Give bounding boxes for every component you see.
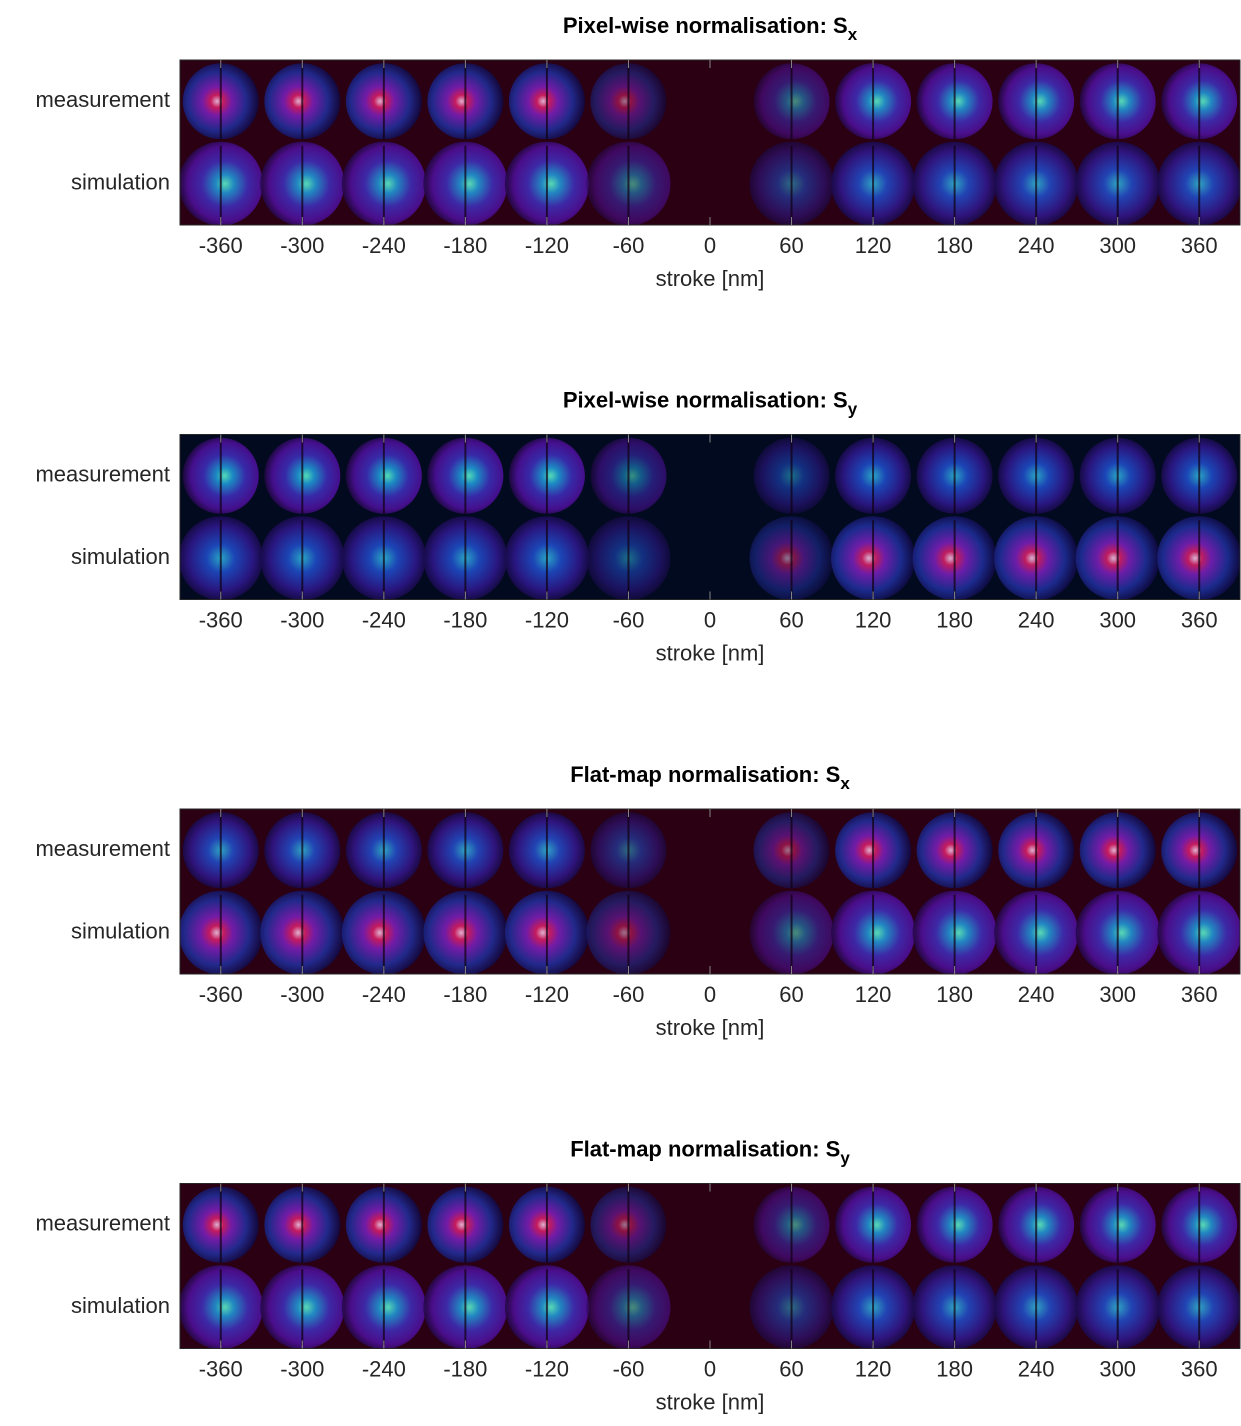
panel-title: Flat-map normalisation: Sy <box>570 1136 850 1168</box>
x-axis-label: stroke [nm] <box>656 1389 765 1414</box>
x-tick-label: 360 <box>1181 982 1218 1007</box>
x-tick-label: 180 <box>936 233 973 258</box>
x-tick-label: -240 <box>362 1356 406 1381</box>
y-tick-label: simulation <box>71 1293 170 1318</box>
x-tick-label: 60 <box>779 1356 803 1381</box>
x-tick-label: -60 <box>613 607 645 632</box>
title-text: Pixel-wise normalisation: S <box>563 13 848 38</box>
x-tick-label: 300 <box>1099 982 1136 1007</box>
title-subscript: x <box>840 774 850 793</box>
title-subscript: y <box>840 1149 850 1168</box>
x-tick-label: -180 <box>443 982 487 1007</box>
title-text: Flat-map normalisation: S <box>570 762 840 787</box>
x-tick-label: -240 <box>362 982 406 1007</box>
x-tick-label: -300 <box>280 982 324 1007</box>
x-tick-label: -300 <box>280 1356 324 1381</box>
x-tick-label: -60 <box>613 982 645 1007</box>
x-tick-label: 180 <box>936 982 973 1007</box>
x-tick-label: -360 <box>199 982 243 1007</box>
y-tick-label: simulation <box>71 544 170 569</box>
y-tick-label: measurement <box>35 462 170 487</box>
x-tick-label: -240 <box>362 233 406 258</box>
x-tick-label: -300 <box>280 233 324 258</box>
y-tick-label: measurement <box>35 1211 170 1236</box>
x-tick-label: 120 <box>855 1356 892 1381</box>
title-text: Flat-map normalisation: S <box>570 1136 840 1161</box>
x-tick-label: -120 <box>525 607 569 632</box>
x-tick-label: -300 <box>280 607 324 632</box>
x-tick-label: 240 <box>1018 607 1055 632</box>
x-tick-label: 300 <box>1099 607 1136 632</box>
x-tick-label: -360 <box>199 233 243 258</box>
title-text: Pixel-wise normalisation: S <box>563 387 848 412</box>
x-tick-label: 120 <box>855 607 892 632</box>
panel-title: Pixel-wise normalisation: Sy <box>563 387 858 419</box>
x-tick-label: 240 <box>1018 233 1055 258</box>
x-tick-label: 60 <box>779 982 803 1007</box>
title-subscript: y <box>848 400 858 419</box>
figure: Pixel-wise normalisation: Sx-360-300-240… <box>0 0 1241 1426</box>
x-tick-label: 120 <box>855 233 892 258</box>
x-tick-label: -360 <box>199 607 243 632</box>
x-tick-label: 60 <box>779 233 803 258</box>
x-tick-label: -60 <box>613 1356 645 1381</box>
x-tick-label: -120 <box>525 982 569 1007</box>
x-tick-label: 300 <box>1099 233 1136 258</box>
x-tick-label: -240 <box>362 607 406 632</box>
x-tick-label: 360 <box>1181 607 1218 632</box>
x-tick-label: 120 <box>855 982 892 1007</box>
x-tick-label: 240 <box>1018 982 1055 1007</box>
x-tick-label: 60 <box>779 607 803 632</box>
x-tick-label: -180 <box>443 1356 487 1381</box>
x-tick-label: -120 <box>525 233 569 258</box>
x-tick-label: -120 <box>525 1356 569 1381</box>
x-tick-label: -360 <box>199 1356 243 1381</box>
y-tick-label: measurement <box>35 836 170 861</box>
x-tick-label: 0 <box>704 233 716 258</box>
x-axis-label: stroke [nm] <box>656 1015 765 1040</box>
x-tick-label: -180 <box>443 607 487 632</box>
x-tick-label: -180 <box>443 233 487 258</box>
x-tick-label: -60 <box>613 233 645 258</box>
x-tick-label: 360 <box>1181 1356 1218 1381</box>
panel-title: Pixel-wise normalisation: Sx <box>563 13 858 45</box>
x-tick-label: 240 <box>1018 1356 1055 1381</box>
title-subscript: x <box>848 25 858 44</box>
panel-title: Flat-map normalisation: Sx <box>570 762 850 794</box>
x-tick-label: 360 <box>1181 233 1218 258</box>
y-tick-label: simulation <box>71 919 170 944</box>
y-tick-label: measurement <box>35 87 170 112</box>
x-tick-label: 0 <box>704 607 716 632</box>
x-axis-label: stroke [nm] <box>656 640 765 665</box>
x-tick-label: 300 <box>1099 1356 1136 1381</box>
x-tick-label: 180 <box>936 607 973 632</box>
x-tick-label: 0 <box>704 1356 716 1381</box>
y-tick-label: simulation <box>71 170 170 195</box>
x-tick-label: 180 <box>936 1356 973 1381</box>
x-tick-label: 0 <box>704 982 716 1007</box>
x-axis-label: stroke [nm] <box>656 266 765 291</box>
